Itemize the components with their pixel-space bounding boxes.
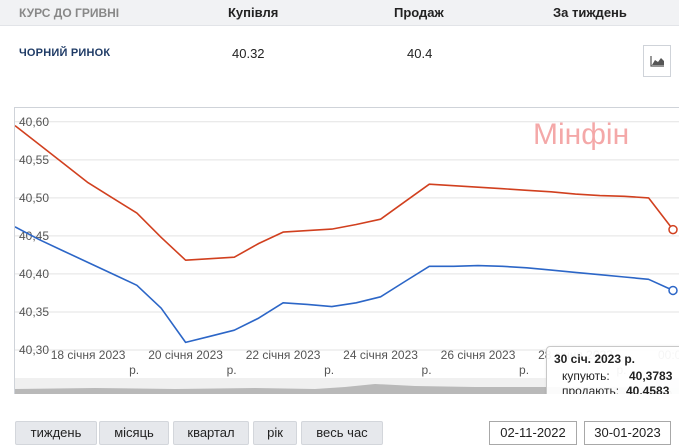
y-tick-label: 40,55 xyxy=(19,153,49,167)
sell-rate: 40.4 xyxy=(407,46,433,61)
series-line-0 xyxy=(15,124,674,261)
week-column-header: За тиждень xyxy=(553,5,627,20)
chart-toggle-button[interactable] xyxy=(643,45,671,77)
hover-marker-1 xyxy=(668,285,678,296)
sell-column-header: Продаж xyxy=(394,5,444,20)
x-tick-label-suffix: р. xyxy=(519,363,529,377)
minfin-watermark: Мінфін xyxy=(533,118,629,151)
rates-header: КУРС ДО ГРИВНІ Купівля Продаж За тиждень xyxy=(0,0,679,26)
rate-chart-svg[interactable]: Мінфін 40,3040,3540,4040,4540,5040,5540,… xyxy=(15,108,679,394)
hover-marker-0 xyxy=(668,224,678,235)
range-button-year[interactable]: рік xyxy=(253,421,297,445)
market-label: ЧОРНИЙ РИНОК xyxy=(19,47,111,59)
tooltip-buy-label: купують: xyxy=(562,369,610,383)
date-to-input[interactable]: 30-01-2023 xyxy=(584,421,671,445)
area-chart-icon xyxy=(650,56,664,67)
x-tick-label-suffix: р. xyxy=(227,363,237,377)
range-button-week[interactable]: тиждень xyxy=(15,421,97,445)
navigator-area xyxy=(15,384,679,394)
y-tick-label: 40,60 xyxy=(19,115,49,129)
rate-chart[interactable]: Мінфін 40,30 40,35 40,40 40,45 40,50 40,55 40,… xyxy=(14,107,679,394)
series-line-1 xyxy=(15,226,674,344)
x-tick-label-suffix: р. xyxy=(422,363,432,377)
x-tick-label-suffix: р. xyxy=(129,363,139,377)
x-tick-label: 18 січня 2023 xyxy=(51,348,126,362)
range-controls: тиждень місяць квартал рік весь час 02-1… xyxy=(0,418,679,445)
range-button-month[interactable]: місяць xyxy=(99,421,169,445)
range-button-quarter[interactable]: квартал xyxy=(173,421,249,445)
buy-rate: 40.32 xyxy=(232,46,265,61)
range-button-all-time[interactable]: весь час xyxy=(301,421,383,445)
x-tick-label: 24 січня 2023 xyxy=(343,348,418,362)
x-tick-label: 20 січня 2023 xyxy=(148,348,223,362)
y-tick-label: 40,30 xyxy=(19,343,49,357)
x-tick-label: 22 січня 2023 xyxy=(246,348,321,362)
x-tick-label-suffix: р. xyxy=(324,363,334,377)
tooltip-buy-value: 40,3783 xyxy=(629,369,673,383)
date-from-input[interactable]: 02-11-2022 xyxy=(489,421,577,445)
y-tick-label: 40,50 xyxy=(19,191,49,205)
y-tick-label: 40,35 xyxy=(19,305,49,319)
tooltip-date: 30 січ. 2023 р. xyxy=(554,352,636,366)
buy-column-header: Купівля xyxy=(228,5,279,20)
black-market-row: ЧОРНИЙ РИНОК 40.32 40.4 xyxy=(0,27,679,81)
x-tick-label: 26 січня 2023 xyxy=(441,348,516,362)
rates-title: КУРС ДО ГРИВНІ xyxy=(19,6,120,20)
tooltip-sell-label: продають: xyxy=(562,384,620,394)
y-tick-label: 40,40 xyxy=(19,267,49,281)
chart-tooltip: 30 січ. 2023 р. купують: 40,3783 продают… xyxy=(546,346,679,394)
tooltip-sell-value: 40,4583 xyxy=(626,384,670,394)
